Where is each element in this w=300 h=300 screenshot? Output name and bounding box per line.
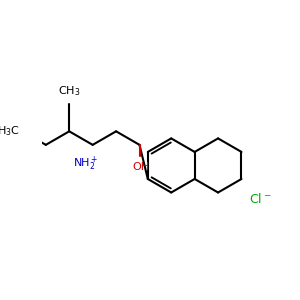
Text: OH: OH [132,162,149,172]
Text: Cl$^-$: Cl$^-$ [249,192,271,206]
Text: NH$_2^+$: NH$_2^+$ [74,155,99,173]
Text: H$_3$C: H$_3$C [0,124,20,138]
Text: CH$_3$: CH$_3$ [58,84,80,98]
